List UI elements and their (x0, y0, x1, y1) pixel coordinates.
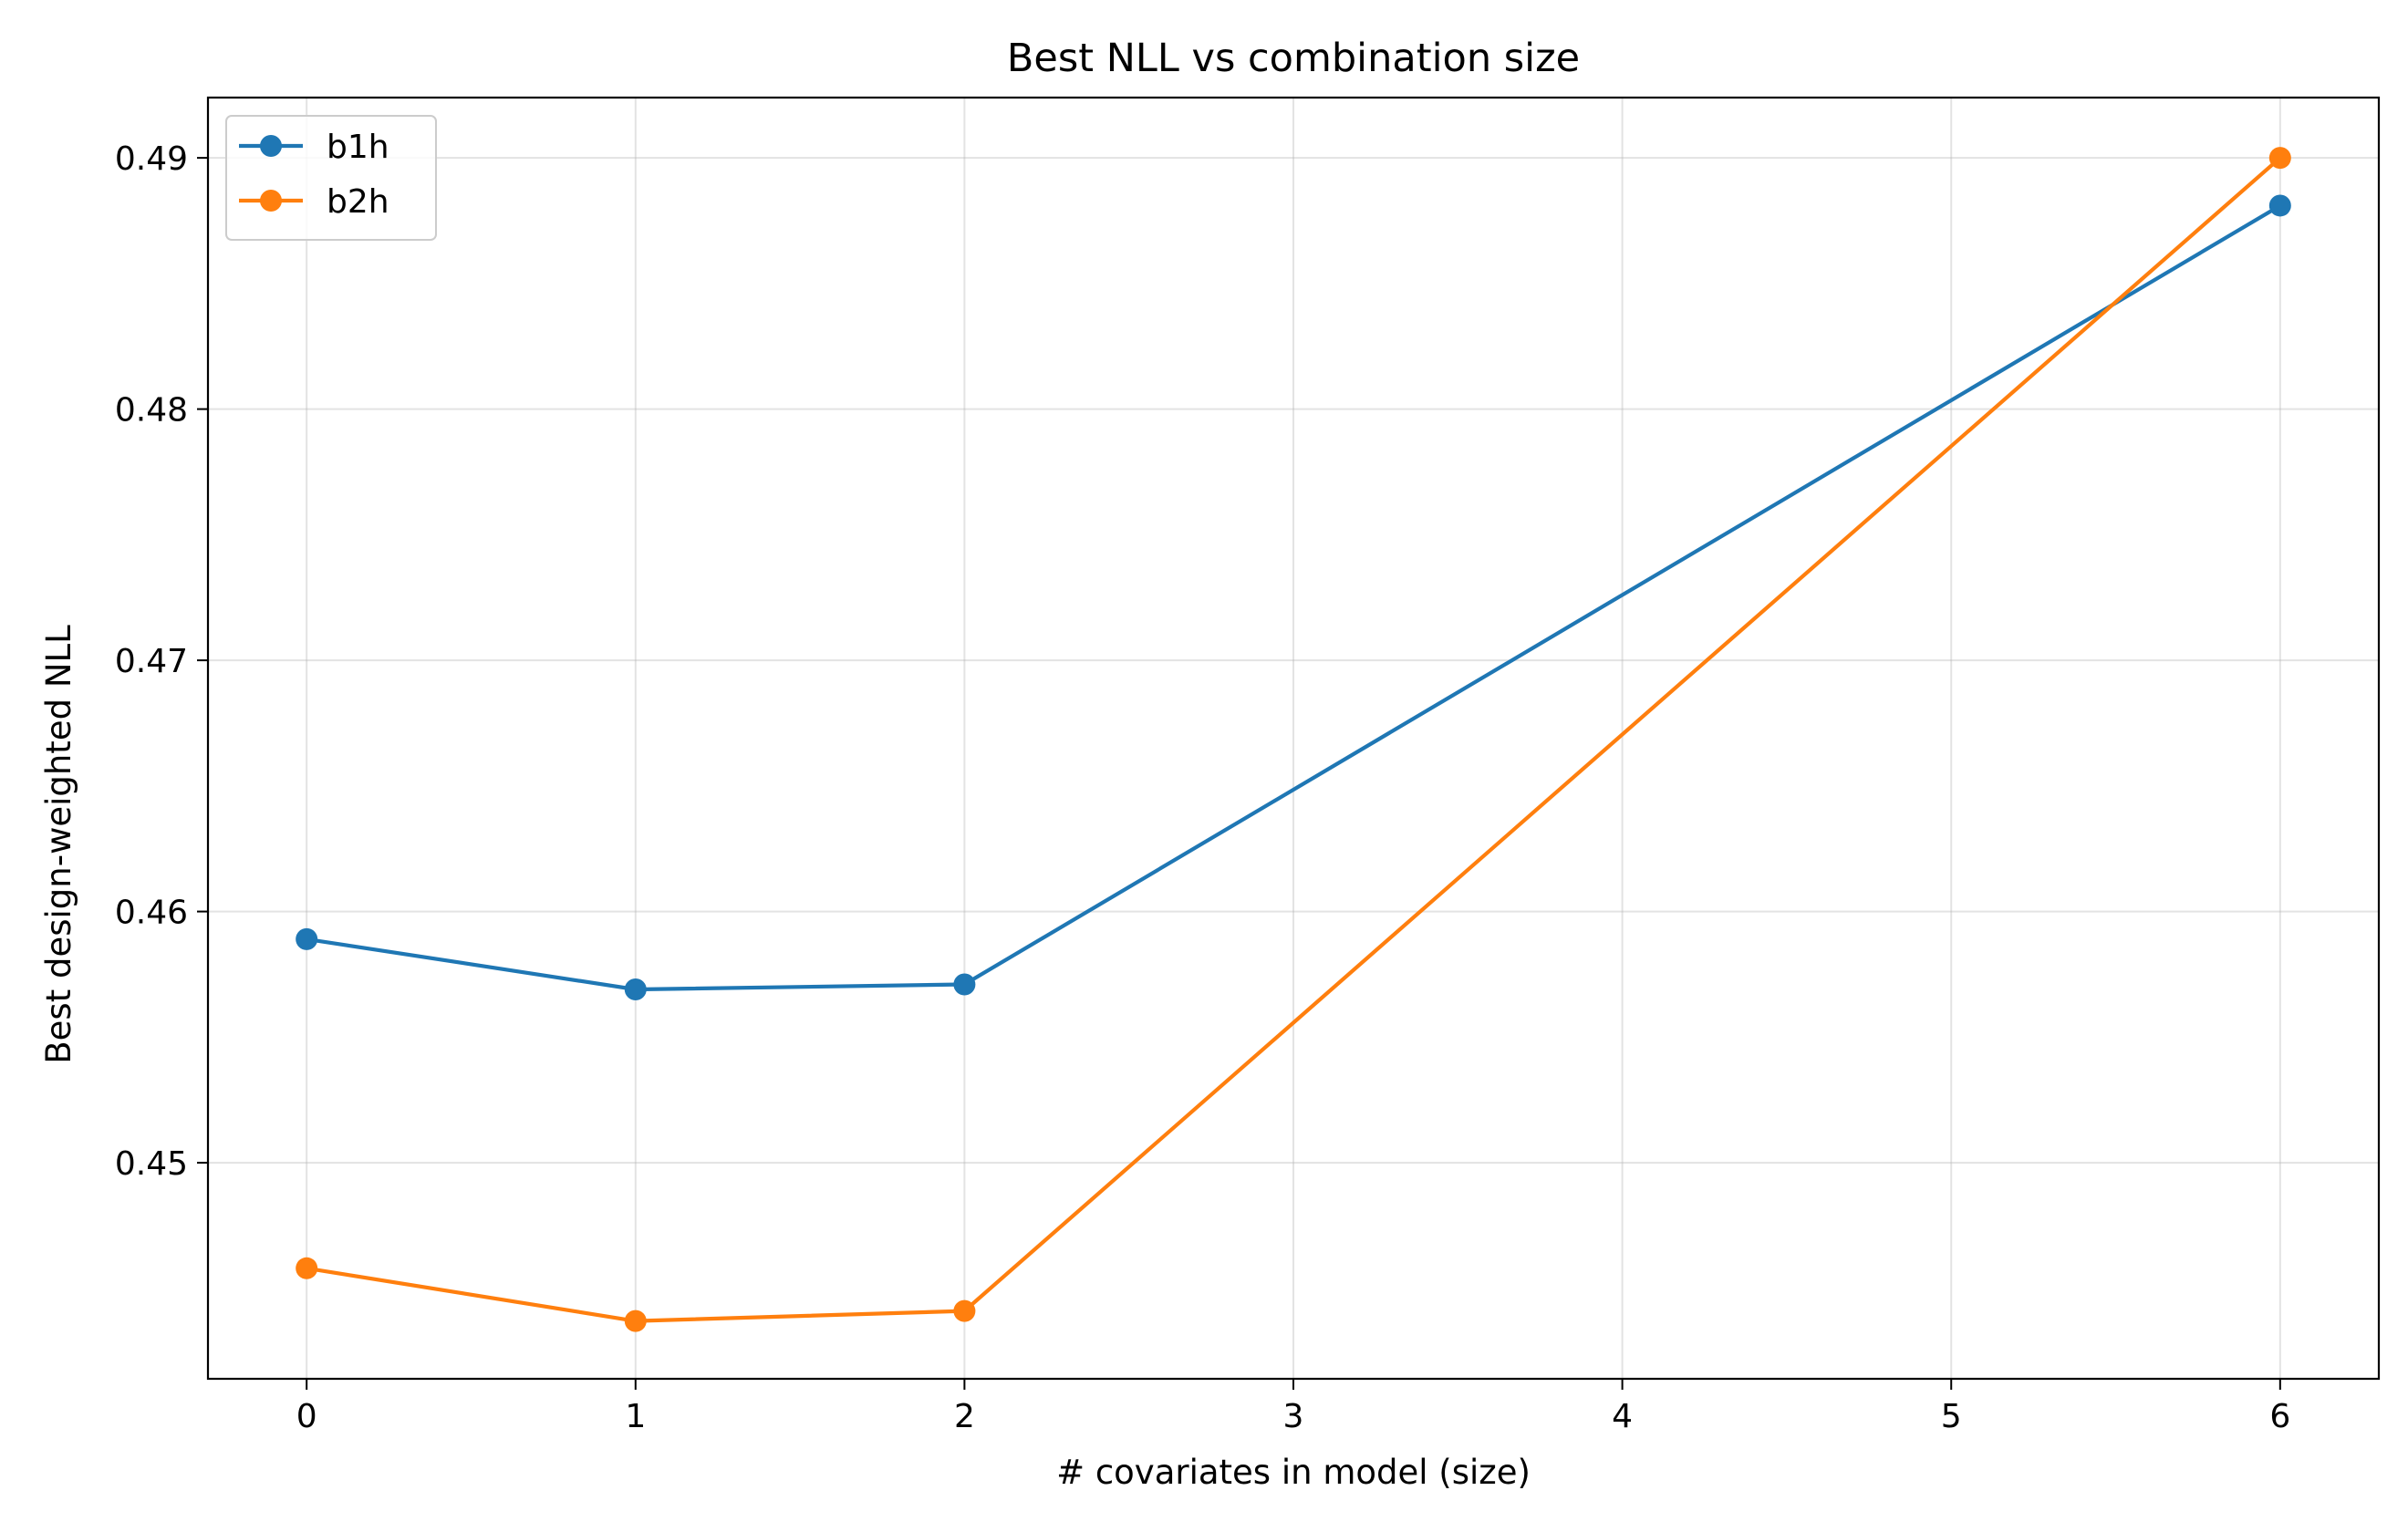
x-tick-label: 3 (1283, 1398, 1304, 1435)
legend-item-b2h: b2h (239, 183, 389, 221)
y-tick-label: 0.46 (115, 895, 188, 932)
series-b1h (296, 194, 2291, 1000)
chart-title: Best NLL vs combination size (1007, 36, 1580, 81)
x-tick-label: 5 (1941, 1398, 1962, 1435)
x-axis-ticks: 0 1 2 3 4 5 6 (296, 1379, 2290, 1435)
x-tick-label: 6 (2269, 1398, 2290, 1435)
y-tick-label: 0.48 (115, 392, 188, 430)
y-tick-label: 0.49 (115, 140, 188, 178)
data-point-b1h (953, 973, 976, 996)
data-point-b1h (2268, 194, 2291, 217)
y-axis-ticks: 0.45 0.46 0.47 0.48 0.49 (115, 140, 208, 1183)
y-tick-label: 0.47 (115, 643, 188, 680)
legend-label: b1h (327, 129, 389, 166)
series-b2h (296, 147, 2291, 1332)
legend-swatch-marker (260, 135, 282, 157)
legend-label: b2h (327, 183, 389, 221)
series-line-b2h (304, 155, 2283, 1323)
y-tick-label: 0.45 (115, 1145, 188, 1183)
legend-item-b1h: b1h (239, 129, 389, 166)
data-point-b1h (624, 978, 647, 1000)
x-tick-label: 4 (1612, 1398, 1633, 1435)
x-axis-label: # covariates in model (size) (1056, 1453, 1531, 1492)
grid (208, 98, 2379, 1379)
data-point-b2h (296, 1257, 318, 1279)
y-axis-label: Best design-weighted NLL (39, 625, 78, 1064)
data-point-b2h (624, 1309, 647, 1332)
x-tick-label: 2 (954, 1398, 975, 1435)
x-tick-label: 0 (296, 1398, 317, 1435)
x-tick-label: 1 (625, 1398, 646, 1435)
data-point-b2h (953, 1299, 976, 1322)
series-layer (296, 147, 2291, 1332)
data-point-b2h (2268, 147, 2291, 170)
legend-swatch-marker (260, 190, 282, 212)
series-line-b1h (304, 202, 2283, 992)
data-point-b1h (296, 927, 318, 950)
